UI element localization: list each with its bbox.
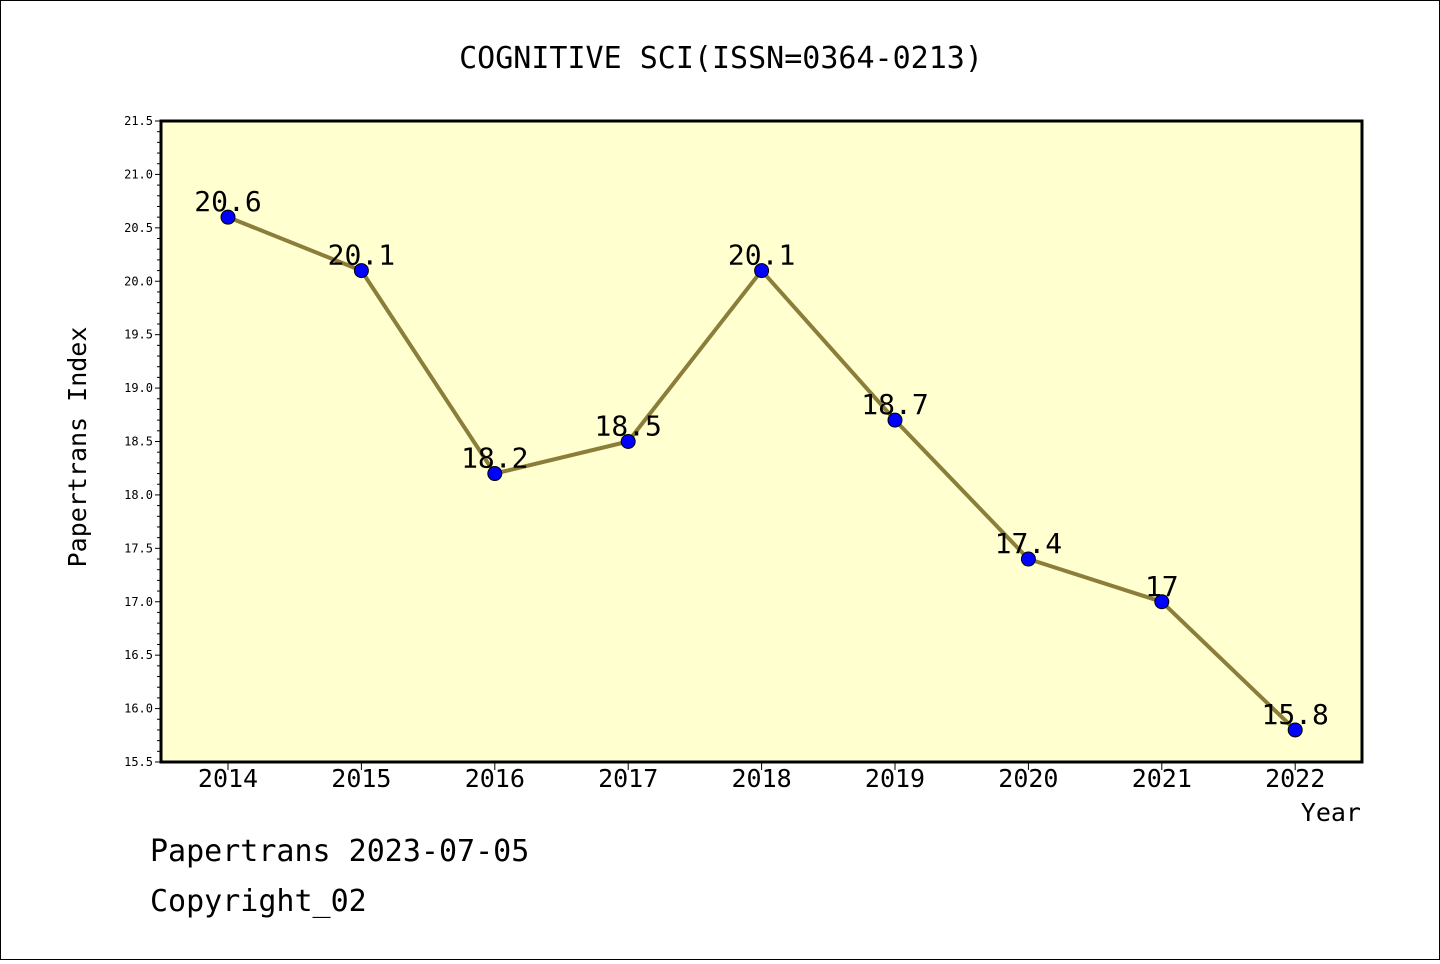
data-point [887,412,903,428]
y-tick-label: 15.5 [124,755,153,769]
series-layer [220,209,1303,738]
data-label: 18.7 [861,388,928,421]
y-tick-label: 21.0 [124,167,153,181]
plot-area [161,121,1362,762]
y-tick-label: 18.5 [124,435,153,449]
data-label: 20.1 [728,239,795,272]
footer-copyright: Copyright_02 [150,884,367,919]
data-label: 20.1 [328,239,395,272]
x-axis-ticks: 2014 2015 2016 2017 2018 2019 2020 2021 2022 [198,762,1325,793]
y-axis-label: Papertrans Index [63,327,92,568]
x-tick-label: 2020 [998,764,1058,793]
y-tick-label: 19.0 [124,381,153,395]
data-point [487,466,503,482]
x-tick-label: 2016 [465,764,525,793]
x-tick-label: 2022 [1265,764,1325,793]
x-tick-label: 2019 [865,764,925,793]
data-label: 17.4 [995,527,1062,560]
data-point [1287,722,1303,738]
data-point [1154,594,1170,610]
data-label: 17 [1145,570,1179,603]
y-tick-label: 16.0 [124,702,153,716]
y-tick-label: 20.0 [124,274,153,288]
x-axis-label: Year [1301,798,1361,827]
y-tick-label: 17.0 [124,595,153,609]
x-tick-label: 2018 [731,764,791,793]
data-point [353,263,369,279]
y-tick-label: 18.0 [124,488,153,502]
y-tick-label: 21.5 [124,114,153,128]
plot-border [159,119,1364,764]
x-tick-label: 2017 [598,764,658,793]
y-tick-label: 16.5 [124,648,153,662]
data-label: 20.6 [194,185,261,218]
y-tick-label: 20.5 [124,221,153,235]
y-tick-label: 19.5 [124,328,153,342]
x-tick-label: 2014 [198,764,258,793]
data-label: 18.2 [461,442,528,475]
data-label: 18.5 [594,410,661,443]
chart-title: COGNITIVE SCI(ISSN=0364-0213) [459,41,983,76]
y-tick-label: 17.5 [124,541,153,555]
y-axis-ticks: 15.5 16.0 16.5 17.0 17.5 18.0 18.5 19.0 19.5 20.0… [124,114,161,769]
data-labels-layer: 20.6 20.1 18.2 18.5 20.1 18.7 17.4 17 15.8 [194,185,1329,731]
footer-date: Papertrans 2023-07-05 [150,834,530,869]
data-point [754,263,770,279]
data-point [1020,551,1036,567]
data-point [620,434,636,449]
data-point [220,209,236,225]
x-tick-label: 2021 [1132,764,1192,793]
data-label: 15.8 [1261,698,1328,731]
x-tick-label: 2015 [331,764,391,793]
